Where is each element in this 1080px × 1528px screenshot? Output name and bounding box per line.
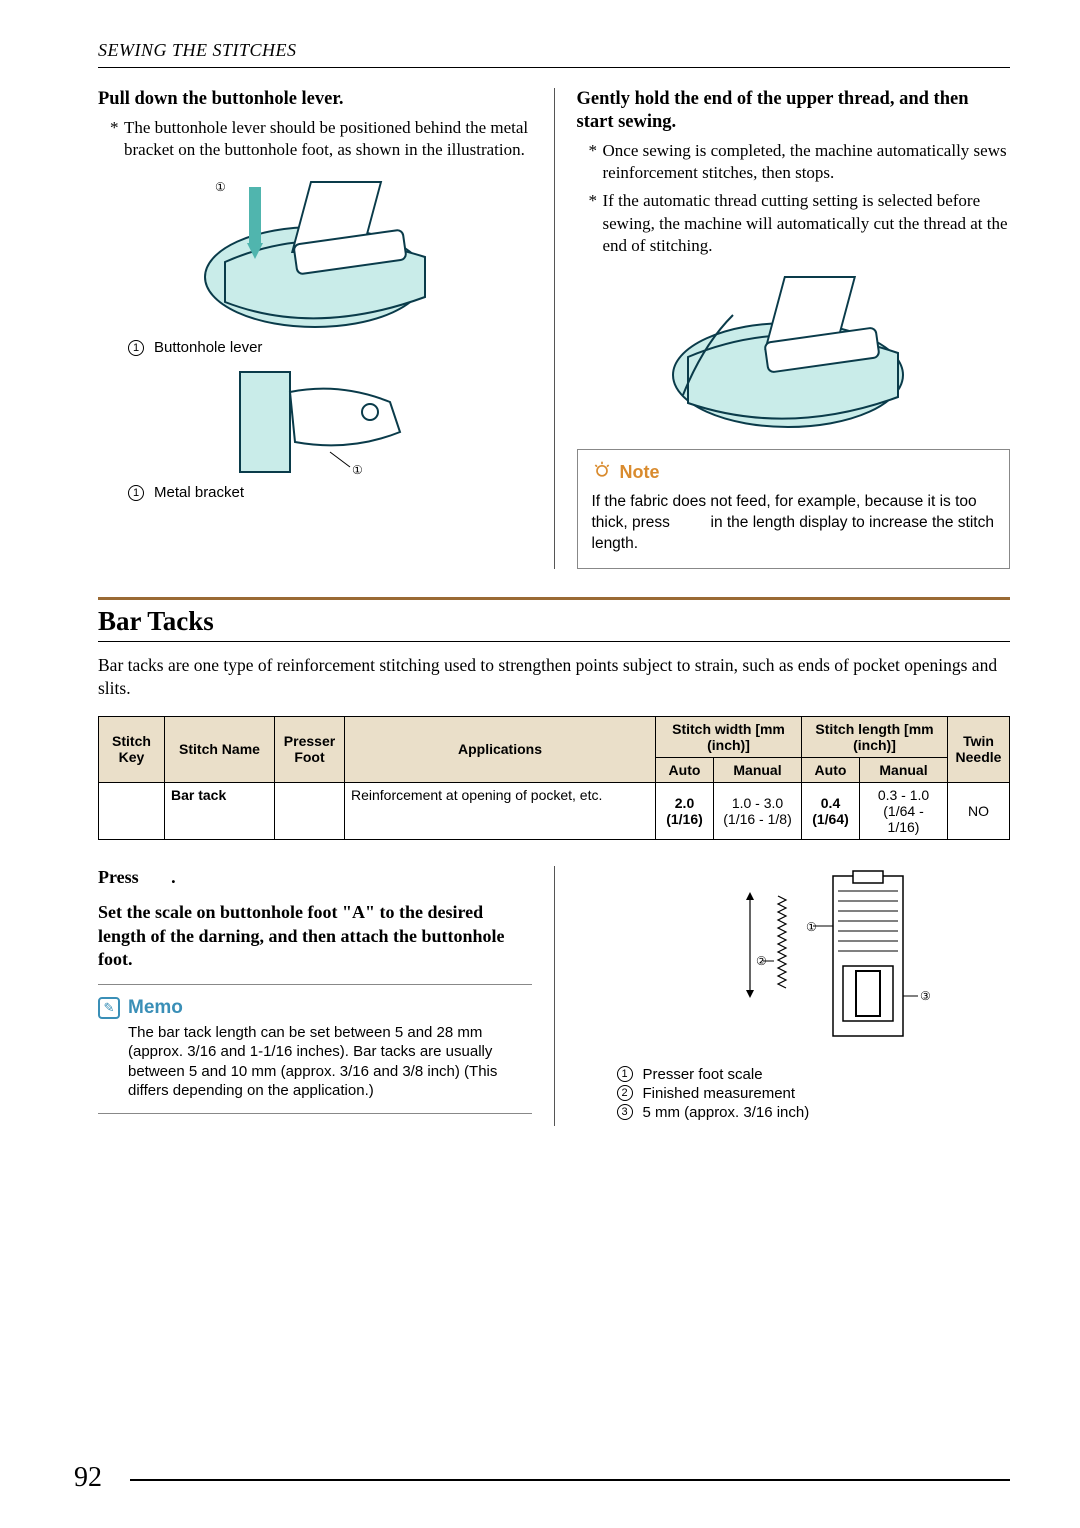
page-number: 92 <box>74 1462 102 1494</box>
diagram: ① ② ③ <box>577 866 1011 1056</box>
set-scale-step: Set the scale on buttonhole foot "A" to … <box>98 901 532 971</box>
memo-header: ✎ Memo <box>98 997 532 1019</box>
illustration-2: ① <box>98 362 532 482</box>
memo-top-rule <box>98 984 532 985</box>
caption-2: 1 Metal bracket <box>98 484 532 501</box>
left-bullet: The buttonhole lever should be positione… <box>98 117 532 161</box>
td-twin: NO <box>948 782 1010 839</box>
running-header: SEWING THE STITCHES <box>98 40 1010 61</box>
td-l-auto: 0.4 (1/64) <box>802 782 860 839</box>
td-foot <box>275 782 345 839</box>
sewing-illustration <box>663 265 923 435</box>
footer-rule <box>130 1479 1010 1481</box>
caption-1: 1 Buttonhole lever <box>98 339 532 356</box>
th-twin: Twin Needle <box>948 716 1010 782</box>
td-w-auto: 2.0 (1/16) <box>656 782 714 839</box>
note-label: Note <box>620 462 660 483</box>
svg-text:①: ① <box>215 180 226 194</box>
memo-icon: ✎ <box>98 997 120 1019</box>
caption-2-text: Metal bracket <box>154 484 244 501</box>
bulb-icon <box>592 460 612 486</box>
legend-2-icon: 2 <box>617 1085 633 1101</box>
th-length: Stitch length [mm (inch)] <box>802 716 948 757</box>
legend-3-text: 5 mm (approx. 3/16 inch) <box>643 1104 810 1121</box>
memo-box: ✎ Memo The bar tack length can be set be… <box>98 997 532 1101</box>
th-l-auto: Auto <box>802 757 860 782</box>
th-name: Stitch Name <box>165 716 275 782</box>
marker-2-icon: 1 <box>128 485 144 501</box>
svg-text:②: ② <box>756 954 767 968</box>
svg-text:①: ① <box>352 463 363 477</box>
legend-1-icon: 1 <box>617 1066 633 1082</box>
note-header: Note <box>592 460 996 486</box>
svg-text:③: ③ <box>920 989 931 1003</box>
th-w-man: Manual <box>714 757 802 782</box>
th-l-man: Manual <box>860 757 948 782</box>
note-box: Note If the fabric does not feed, for ex… <box>577 449 1011 570</box>
th-key: Stitch Key <box>99 716 165 782</box>
illustration-1: ① <box>98 167 532 337</box>
section-body: Bar tacks are one type of reinforcement … <box>98 654 1010 700</box>
diagram-legend: 1 Presser foot scale 2 Finished measuremen… <box>577 1066 1011 1121</box>
lower-right-column: ① ② ③ 1 Presser foot scale 2 Finished meas… <box>577 866 1011 1126</box>
right-column: Gently hold the end of the upper thread,… <box>577 88 1011 569</box>
section-title: Bar Tacks <box>98 606 1010 637</box>
caption-1-text: Buttonhole lever <box>154 339 262 356</box>
metal-bracket-illustration: ① <box>230 362 430 482</box>
section-rule <box>98 597 1010 600</box>
td-apps: Reinforcement at opening of pocket, etc. <box>345 782 656 839</box>
th-w-auto: Auto <box>656 757 714 782</box>
right-step-title: Gently hold the end of the upper thread,… <box>577 88 1011 134</box>
td-l-man: 0.3 - 1.0 (1/64 - 1/16) <box>860 782 948 839</box>
right-bullet-1: Once sewing is completed, the machine au… <box>577 140 1011 184</box>
lower-left-column: Press . Set the scale on buttonhole foot… <box>98 866 532 1126</box>
marker-1-icon: 1 <box>128 340 144 356</box>
th-foot: Presser Foot <box>275 716 345 782</box>
legend-2-text: Finished measurement <box>643 1085 796 1102</box>
note-text: If the fabric does not feed, for example… <box>592 492 996 555</box>
top-columns: Pull down the buttonhole lever. The butt… <box>98 88 1010 569</box>
column-separator-bottom <box>554 866 555 1126</box>
left-step-title: Pull down the buttonhole lever. <box>98 88 532 111</box>
section-subrule <box>98 641 1010 642</box>
header-rule <box>98 67 1010 68</box>
plus-button-placeholder <box>674 516 706 530</box>
memo-bottom-rule <box>98 1113 532 1114</box>
column-separator-top <box>554 88 555 569</box>
stitch-table: Stitch Key Stitch Name Presser Foot Appl… <box>98 716 1010 840</box>
svg-text:①: ① <box>806 920 817 934</box>
buttonhole-foot-illustration: ① <box>195 167 455 337</box>
th-apps: Applications <box>345 716 656 782</box>
lower-columns: Press . Set the scale on buttonhole foot… <box>98 866 1010 1126</box>
td-name: Bar tack <box>165 782 275 839</box>
td-w-man: 1.0 - 3.0 (1/16 - 1/8) <box>714 782 802 839</box>
td-key <box>99 782 165 839</box>
legend-1-text: Presser foot scale <box>643 1066 763 1083</box>
press-step: Press . <box>98 866 532 889</box>
stitch-button-placeholder <box>143 873 171 885</box>
left-column: Pull down the buttonhole lever. The butt… <box>98 88 532 569</box>
right-bullet-2: If the automatic thread cutting setting … <box>577 190 1011 256</box>
legend-3-icon: 3 <box>617 1104 633 1120</box>
memo-text: The bar tack length can be set between 5… <box>98 1023 532 1101</box>
memo-label: Memo <box>128 997 183 1019</box>
th-width: Stitch width [mm (inch)] <box>656 716 802 757</box>
bartack-diagram: ① ② ③ <box>678 866 938 1056</box>
illustration-3 <box>577 265 1011 435</box>
